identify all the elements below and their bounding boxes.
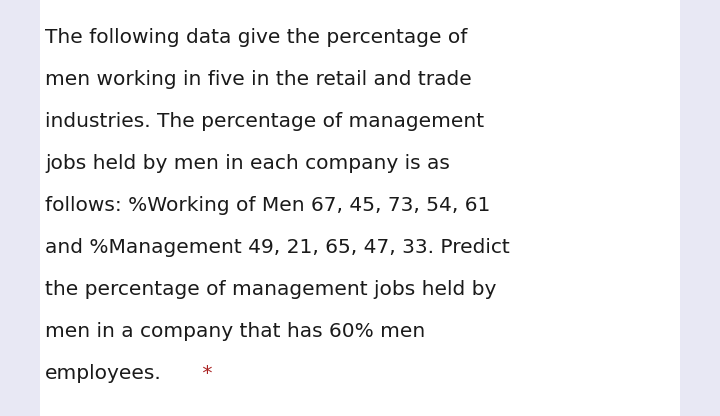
Bar <box>40 0 680 416</box>
Text: the percentage of management jobs held by: the percentage of management jobs held b… <box>45 280 496 299</box>
Text: jobs held by men in each company is as: jobs held by men in each company is as <box>45 154 450 173</box>
Text: *: * <box>196 364 212 383</box>
Text: industries. The percentage of management: industries. The percentage of management <box>45 112 484 131</box>
Text: and %Management 49, 21, 65, 47, 33. Predict: and %Management 49, 21, 65, 47, 33. Pred… <box>45 238 510 257</box>
Text: men working in five in the retail and trade: men working in five in the retail and tr… <box>45 70 472 89</box>
Text: The following data give the percentage of: The following data give the percentage o… <box>45 28 467 47</box>
Text: follows: %Working of Men 67, 45, 73, 54, 61: follows: %Working of Men 67, 45, 73, 54,… <box>45 196 490 215</box>
Text: employees.: employees. <box>45 364 162 383</box>
Text: men in a company that has 60% men: men in a company that has 60% men <box>45 322 426 341</box>
